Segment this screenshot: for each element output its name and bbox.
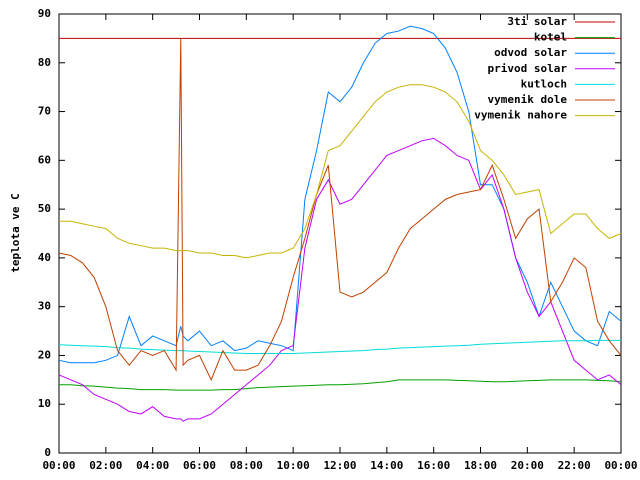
x-tick-label: 12:00 bbox=[323, 459, 356, 472]
series-line bbox=[58, 25, 622, 364]
x-tick-label: 00:00 bbox=[42, 459, 75, 472]
y-tick-label: 70 bbox=[38, 105, 51, 118]
y-tick-label: 40 bbox=[38, 251, 51, 264]
y-tick-label: 0 bbox=[44, 446, 51, 459]
x-tick-label: 04:00 bbox=[136, 459, 169, 472]
series-line bbox=[58, 38, 622, 382]
y-tick-label: 60 bbox=[38, 153, 51, 166]
y-tick-label: 80 bbox=[38, 56, 51, 69]
y-axis-label: teplota ve C bbox=[9, 193, 22, 272]
series-line bbox=[58, 339, 621, 354]
legend-label: odvod solar bbox=[494, 46, 567, 59]
y-tick-label: 20 bbox=[38, 348, 51, 361]
series-line bbox=[59, 379, 622, 391]
x-tick-label: 20:00 bbox=[511, 459, 544, 472]
x-tick-label: 06:00 bbox=[183, 459, 216, 472]
series-line bbox=[58, 137, 622, 422]
y-tick-label: 30 bbox=[38, 300, 51, 313]
x-tick-label: 08:00 bbox=[230, 459, 263, 472]
legend-label: privod solar bbox=[488, 62, 568, 75]
x-tick-label: 18:00 bbox=[464, 459, 497, 472]
y-tick-label: 90 bbox=[38, 7, 51, 20]
y-tick-label: 50 bbox=[38, 202, 51, 215]
x-tick-label: 22:00 bbox=[558, 459, 591, 472]
x-tick-label: 10:00 bbox=[277, 459, 310, 472]
legend-label: 3ti solar bbox=[507, 15, 567, 28]
legend-label: kutloch bbox=[521, 77, 567, 90]
x-tick-label: 14:00 bbox=[370, 459, 403, 472]
legend-label: vymenik nahore bbox=[474, 109, 567, 122]
x-tick-label: 16:00 bbox=[417, 459, 450, 472]
y-tick-label: 10 bbox=[38, 397, 51, 410]
series-line bbox=[59, 84, 622, 259]
legend-label: vymenik dole bbox=[488, 93, 568, 106]
legend-label: kotel bbox=[534, 31, 567, 44]
x-tick-label: 00:00 bbox=[604, 459, 637, 472]
x-tick-label: 02:00 bbox=[89, 459, 122, 472]
